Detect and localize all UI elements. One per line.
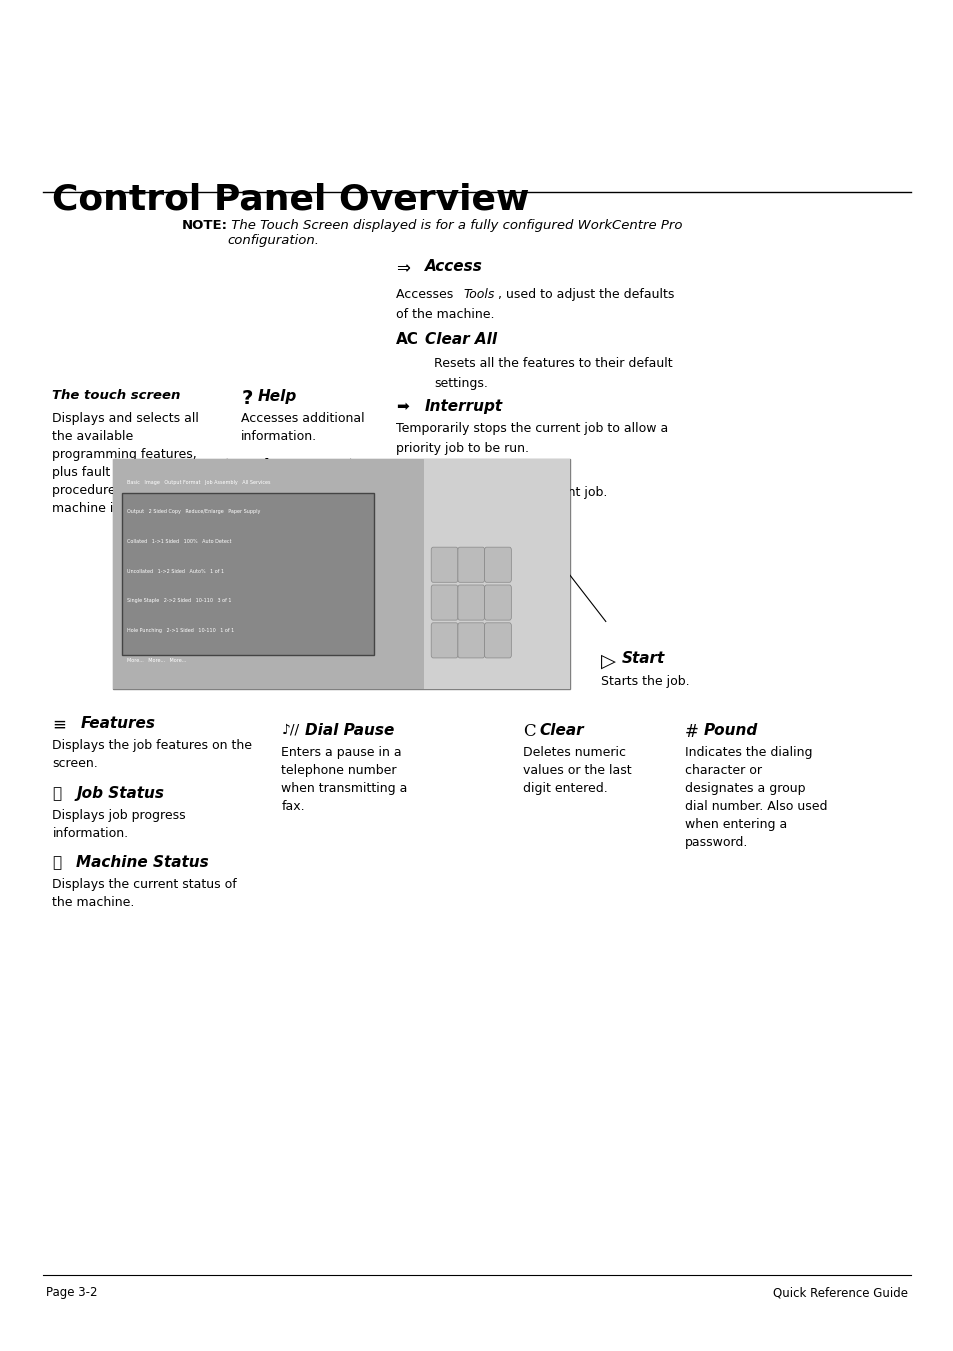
FancyBboxPatch shape bbox=[423, 459, 570, 689]
FancyBboxPatch shape bbox=[112, 459, 570, 689]
Text: Displays and selects all
the available
programming features,
plus fault clearanc: Displays and selects all the available p… bbox=[52, 412, 202, 515]
Text: Temporarily stops the current job to allow a: Temporarily stops the current job to all… bbox=[395, 422, 667, 435]
Text: Basic   Image   Output Format   Job Assembly   All Services: Basic Image Output Format Job Assembly A… bbox=[127, 480, 270, 485]
Text: C: C bbox=[522, 723, 535, 740]
Text: Clear: Clear bbox=[538, 723, 583, 738]
Text: 山: 山 bbox=[241, 458, 251, 476]
FancyBboxPatch shape bbox=[457, 547, 484, 582]
Text: Uncollated   1->2 Sided   Auto%   1 of 1: Uncollated 1->2 Sided Auto% 1 of 1 bbox=[127, 569, 224, 574]
Text: Features: Features bbox=[81, 716, 156, 731]
Text: settings.: settings. bbox=[434, 377, 487, 390]
Text: ➡: ➡ bbox=[395, 399, 408, 413]
Text: Temporarily stops the current job.: Temporarily stops the current job. bbox=[395, 486, 607, 500]
Text: ♪//: ♪// bbox=[281, 723, 299, 736]
Text: Displays job progress
information.: Displays job progress information. bbox=[52, 809, 186, 840]
Text: Deletes numeric
values or the last
digit entered.: Deletes numeric values or the last digit… bbox=[522, 746, 631, 794]
Text: Access: Access bbox=[424, 259, 482, 274]
FancyBboxPatch shape bbox=[484, 585, 511, 620]
Text: Starts the job.: Starts the job. bbox=[600, 676, 689, 689]
Text: ▷: ▷ bbox=[600, 651, 616, 670]
FancyBboxPatch shape bbox=[112, 459, 423, 689]
Text: Indicates the dialing
character or
designates a group
dial number. Also used
whe: Indicates the dialing character or desig… bbox=[684, 746, 826, 848]
Text: #: # bbox=[684, 723, 699, 740]
Text: ?: ? bbox=[241, 389, 253, 408]
Text: Collated   1->1 Sided   100%   Auto Detect: Collated 1->1 Sided 100% Auto Detect bbox=[127, 539, 232, 544]
Text: Changes text to an
alternative language.: Changes text to an alternative language. bbox=[241, 481, 375, 512]
Text: Clear All: Clear All bbox=[424, 332, 497, 347]
FancyBboxPatch shape bbox=[457, 623, 484, 658]
FancyBboxPatch shape bbox=[431, 547, 457, 582]
Text: of the machine.: of the machine. bbox=[395, 308, 494, 322]
Text: ⎓: ⎓ bbox=[52, 855, 62, 870]
Text: ⇒: ⇒ bbox=[395, 259, 410, 277]
Text: AC: AC bbox=[395, 332, 418, 347]
Text: Enters a pause in a
telephone number
when transmitting a
fax.: Enters a pause in a telephone number whe… bbox=[281, 746, 407, 813]
FancyBboxPatch shape bbox=[457, 585, 484, 620]
Text: Accesses additional
information.: Accesses additional information. bbox=[241, 412, 365, 443]
Text: ⎓: ⎓ bbox=[52, 786, 62, 801]
Text: Language: Language bbox=[262, 458, 346, 473]
Text: , used to adjust the defaults: , used to adjust the defaults bbox=[497, 288, 674, 301]
Text: Accesses: Accesses bbox=[395, 288, 456, 301]
Text: Resets all the features to their default: Resets all the features to their default bbox=[434, 357, 672, 370]
Text: Dial Pause: Dial Pause bbox=[305, 723, 395, 738]
Text: Interrupt: Interrupt bbox=[424, 399, 502, 413]
Text: Start: Start bbox=[621, 651, 664, 666]
Text: Job Status: Job Status bbox=[76, 786, 164, 801]
FancyBboxPatch shape bbox=[484, 547, 511, 582]
Text: NOTE:: NOTE: bbox=[181, 219, 227, 232]
Text: Tools: Tools bbox=[463, 288, 495, 301]
Text: Quick Reference Guide: Quick Reference Guide bbox=[772, 1286, 907, 1300]
Text: Page 3-2: Page 3-2 bbox=[46, 1286, 97, 1300]
Text: More...   More...   More...: More... More... More... bbox=[127, 658, 186, 663]
Text: ≡: ≡ bbox=[52, 716, 67, 734]
Text: Hole Punching   2->1 Sided   10-110   1 of 1: Hole Punching 2->1 Sided 10-110 1 of 1 bbox=[127, 628, 233, 634]
Text: The Touch Screen displayed is for a fully configured WorkCentre Pro
configuratio: The Touch Screen displayed is for a full… bbox=[227, 219, 681, 247]
Text: priority job to be run.: priority job to be run. bbox=[395, 442, 528, 455]
FancyBboxPatch shape bbox=[431, 623, 457, 658]
Text: Control Panel Overview: Control Panel Overview bbox=[52, 182, 529, 216]
Text: Pause: Pause bbox=[424, 463, 475, 478]
Text: Displays the job features on the
screen.: Displays the job features on the screen. bbox=[52, 739, 253, 770]
Text: ◎: ◎ bbox=[395, 463, 410, 481]
Text: Help: Help bbox=[257, 389, 296, 404]
FancyBboxPatch shape bbox=[122, 493, 374, 655]
Text: Machine Status: Machine Status bbox=[76, 855, 209, 870]
Text: Displays the current status of
the machine.: Displays the current status of the machi… bbox=[52, 878, 237, 909]
FancyBboxPatch shape bbox=[484, 623, 511, 658]
Text: The touch screen: The touch screen bbox=[52, 389, 181, 403]
Text: Pound: Pound bbox=[703, 723, 758, 738]
Text: Output   2 Sided Copy   Reduce/Enlarge   Paper Supply: Output 2 Sided Copy Reduce/Enlarge Paper… bbox=[127, 509, 260, 515]
Text: Single Staple   2->2 Sided   10-110   3 of 1: Single Staple 2->2 Sided 10-110 3 of 1 bbox=[127, 598, 232, 604]
FancyBboxPatch shape bbox=[431, 585, 457, 620]
